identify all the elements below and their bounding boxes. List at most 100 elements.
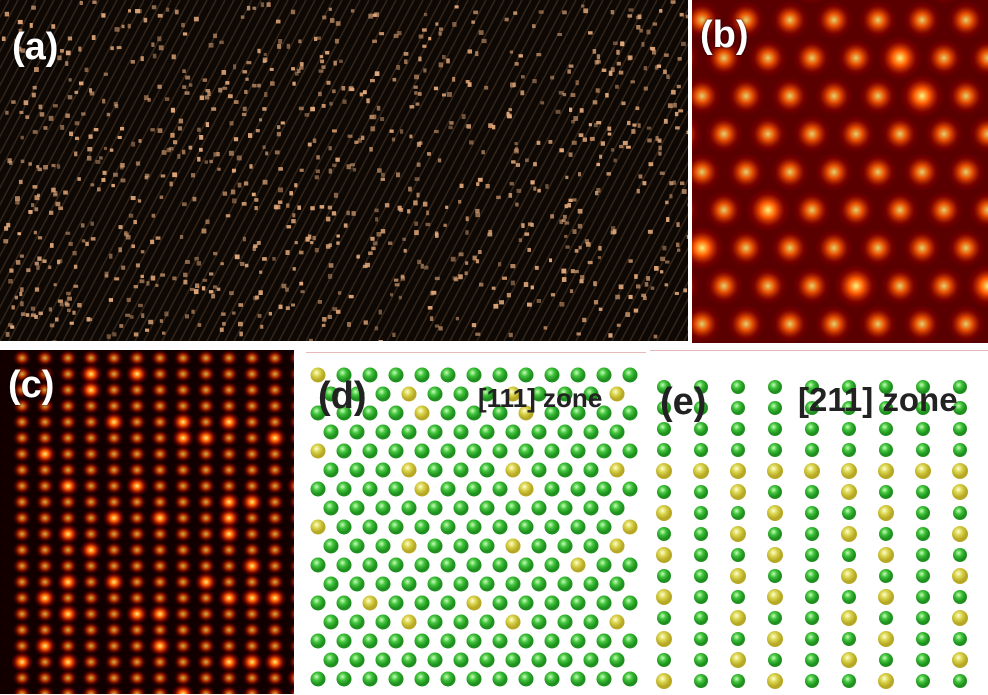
- atom-column: [126, 604, 148, 624]
- atom-green: [467, 520, 482, 535]
- atom-yellow: [767, 505, 783, 521]
- atom-green: [623, 406, 638, 421]
- atom-column: [243, 430, 261, 446]
- atom-green: [597, 596, 612, 611]
- atom-column: [36, 414, 54, 430]
- atom-green: [480, 577, 495, 592]
- atom-green: [506, 653, 521, 668]
- atom-green: [441, 634, 456, 649]
- panel-b-stem-image: (b): [692, 0, 988, 343]
- atom-green: [506, 425, 521, 440]
- atom-column: [59, 430, 77, 446]
- atom-column: [815, 229, 853, 267]
- atom-green: [519, 596, 534, 611]
- atom-column: [82, 398, 100, 414]
- atom-green: [350, 501, 365, 516]
- atom-column: [220, 670, 238, 686]
- atom-yellow: [506, 615, 521, 630]
- atom-green: [337, 558, 352, 573]
- atom-green: [571, 368, 586, 383]
- panel-b-label: (b): [700, 16, 749, 54]
- atom-yellow: [311, 444, 326, 459]
- atom-green: [768, 611, 782, 625]
- atom-green: [879, 443, 893, 457]
- atom-column: [13, 574, 31, 590]
- atom-green: [324, 577, 339, 592]
- atom-green: [519, 520, 534, 535]
- atom-column: [220, 638, 238, 654]
- atom-column: [128, 670, 146, 686]
- atom-yellow: [656, 505, 672, 521]
- atom-yellow: [610, 539, 625, 554]
- atom-green: [402, 653, 417, 668]
- atom-green: [467, 634, 482, 649]
- atom-column: [57, 604, 79, 624]
- atom-green: [768, 422, 782, 436]
- atom-column: [771, 77, 809, 115]
- atom-column: [220, 542, 238, 558]
- atom-green: [441, 368, 456, 383]
- atom-column: [59, 670, 77, 686]
- atom-column: [151, 622, 169, 638]
- atom-column: [815, 77, 853, 115]
- atom-green: [467, 558, 482, 573]
- atom-column: [151, 350, 169, 366]
- atom-column: [128, 542, 146, 558]
- atom-green: [454, 501, 469, 516]
- atom-yellow: [878, 589, 894, 605]
- atom-green: [558, 463, 573, 478]
- atom-yellow: [610, 615, 625, 630]
- atom-green: [768, 527, 782, 541]
- atom-green: [363, 558, 378, 573]
- atom-green: [493, 558, 508, 573]
- atom-column: [36, 510, 54, 526]
- atom-green: [415, 520, 430, 535]
- atom-green: [657, 443, 671, 457]
- atom-column: [105, 366, 123, 382]
- atom-column: [13, 542, 31, 558]
- atom-column: [266, 350, 284, 366]
- atom-column: [859, 153, 897, 191]
- atom-column: [151, 670, 169, 686]
- atom-column: [13, 670, 31, 686]
- atom-green: [610, 577, 625, 592]
- atom-yellow: [730, 463, 746, 479]
- atom-column: [105, 350, 123, 366]
- atom-green: [350, 463, 365, 478]
- atom-green: [610, 425, 625, 440]
- atom-column: [57, 524, 79, 544]
- atom-column: [105, 622, 123, 638]
- atom-column: [727, 153, 765, 191]
- atom-green: [337, 520, 352, 535]
- atom-green: [532, 539, 547, 554]
- atom-green: [441, 558, 456, 573]
- atom-column: [36, 478, 54, 494]
- atom-column: [105, 542, 123, 558]
- atom-green: [584, 577, 599, 592]
- atom-column: [151, 542, 169, 558]
- atom-green: [657, 569, 671, 583]
- atom-column: [149, 508, 171, 528]
- atom-yellow: [878, 547, 894, 563]
- atom-column: [859, 229, 897, 267]
- atom-column: [220, 622, 238, 638]
- atom-column: [36, 462, 54, 478]
- atom-column: [220, 382, 238, 398]
- atom-column: [925, 267, 963, 305]
- atom-column: [197, 446, 215, 462]
- atom-column: [128, 526, 146, 542]
- atom-column: [174, 574, 192, 590]
- atom-column: [793, 267, 831, 305]
- atom-green: [545, 672, 560, 687]
- atom-green: [493, 596, 508, 611]
- atom-green: [415, 596, 430, 611]
- atom-green: [805, 674, 819, 688]
- atom-column: [197, 478, 215, 494]
- atom-column: [128, 622, 146, 638]
- atom-column: [13, 510, 31, 526]
- atom-column: [59, 590, 77, 606]
- atom-green: [657, 611, 671, 625]
- atom-column: [36, 558, 54, 574]
- atom-column: [59, 446, 77, 462]
- atom-green: [389, 520, 404, 535]
